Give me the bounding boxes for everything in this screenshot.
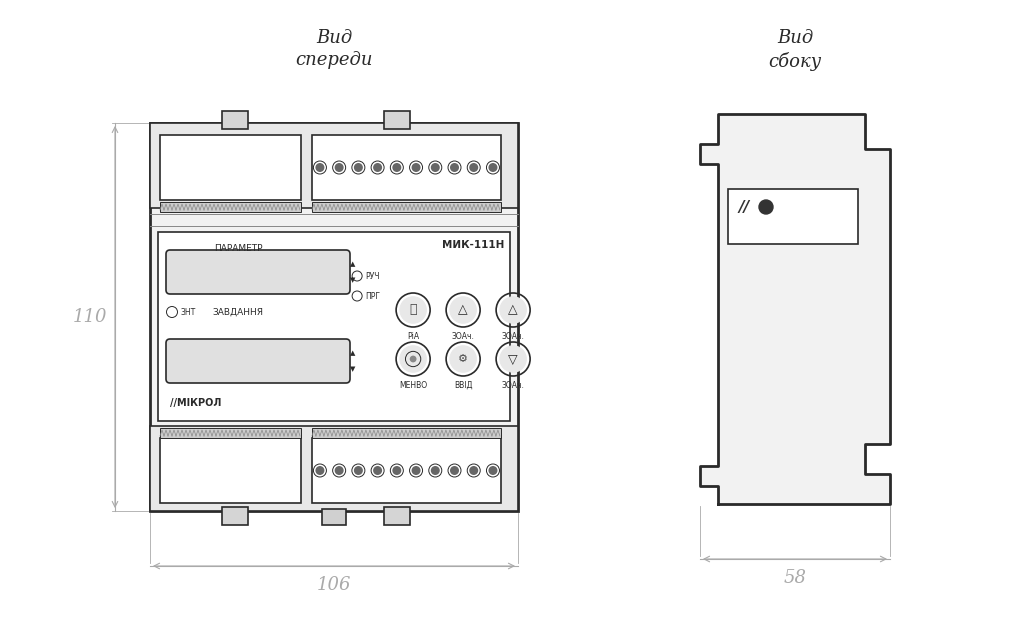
Text: Вид
спереди: Вид спереди: [295, 29, 373, 69]
Polygon shape: [700, 114, 890, 504]
Circle shape: [450, 466, 459, 475]
Text: ЗОАч.: ЗОАч.: [501, 381, 525, 390]
Circle shape: [411, 466, 421, 475]
Text: ▲: ▲: [350, 261, 356, 267]
Text: △: △: [458, 303, 468, 316]
Text: РiА: РiА: [407, 332, 420, 341]
Bar: [383, 507, 409, 525]
Bar: [312, 202, 501, 212]
Text: ПРГ: ПРГ: [365, 292, 380, 300]
Circle shape: [354, 163, 363, 172]
Bar: [150, 123, 518, 511]
Bar: [150, 123, 518, 208]
Bar: [158, 232, 510, 421]
Text: ▽: ▽: [509, 352, 518, 365]
Circle shape: [431, 163, 440, 172]
Bar: [221, 507, 248, 525]
Circle shape: [488, 163, 497, 172]
Circle shape: [499, 346, 527, 372]
Text: ▲: ▲: [350, 350, 356, 356]
Bar: [160, 438, 301, 503]
Circle shape: [450, 163, 459, 172]
Circle shape: [469, 466, 478, 475]
Bar: [221, 111, 248, 129]
Circle shape: [450, 297, 476, 323]
Bar: [383, 111, 409, 129]
Circle shape: [392, 466, 401, 475]
Circle shape: [499, 297, 527, 323]
Text: //: //: [738, 199, 749, 215]
Text: ВВІД: ВВІД: [454, 381, 472, 390]
Bar: [160, 202, 301, 212]
Bar: [321, 509, 346, 525]
Bar: [312, 428, 501, 438]
Text: МИК-111Н: МИК-111Н: [442, 240, 504, 250]
Text: ⚙: ⚙: [458, 354, 468, 364]
Circle shape: [469, 163, 478, 172]
Circle shape: [400, 346, 427, 372]
Circle shape: [373, 466, 382, 475]
Bar: [160, 135, 301, 200]
Circle shape: [315, 466, 325, 475]
Text: ЗНТ: ЗНТ: [180, 308, 195, 316]
Text: ЗОАч.: ЗОАч.: [501, 332, 525, 341]
Circle shape: [373, 163, 382, 172]
Bar: [160, 428, 301, 438]
Text: 58: 58: [784, 569, 807, 587]
Text: //МІКРОЛ: //МІКРОЛ: [170, 398, 221, 408]
Bar: [312, 438, 501, 503]
Circle shape: [409, 355, 417, 362]
Circle shape: [335, 466, 344, 475]
Text: ✋: ✋: [409, 303, 417, 316]
Circle shape: [335, 163, 344, 172]
Text: △: △: [509, 303, 518, 316]
Text: ЗАВДАННЯ: ЗАВДАННЯ: [212, 308, 264, 317]
Text: РУЧ: РУЧ: [365, 272, 379, 280]
FancyBboxPatch shape: [166, 250, 350, 294]
Bar: [150, 426, 518, 511]
Text: Вид
сбоку: Вид сбоку: [768, 29, 822, 71]
Circle shape: [431, 466, 440, 475]
Text: МЕНВО: МЕНВО: [399, 381, 428, 390]
Text: 106: 106: [316, 576, 351, 594]
Text: ПАРАМЕТР: ПАРАМЕТР: [213, 244, 262, 253]
Circle shape: [759, 200, 773, 214]
Text: ЗОАч.: ЗОАч.: [452, 332, 474, 341]
Bar: [312, 135, 501, 200]
Circle shape: [488, 466, 497, 475]
Circle shape: [450, 346, 476, 372]
Circle shape: [354, 466, 363, 475]
Circle shape: [411, 163, 421, 172]
Text: ▼: ▼: [350, 277, 356, 283]
Circle shape: [315, 163, 325, 172]
FancyBboxPatch shape: [166, 339, 350, 383]
Text: 110: 110: [73, 308, 107, 326]
Bar: [728, 189, 858, 244]
Circle shape: [392, 163, 401, 172]
Text: ▼: ▼: [350, 366, 356, 372]
Circle shape: [400, 297, 427, 323]
